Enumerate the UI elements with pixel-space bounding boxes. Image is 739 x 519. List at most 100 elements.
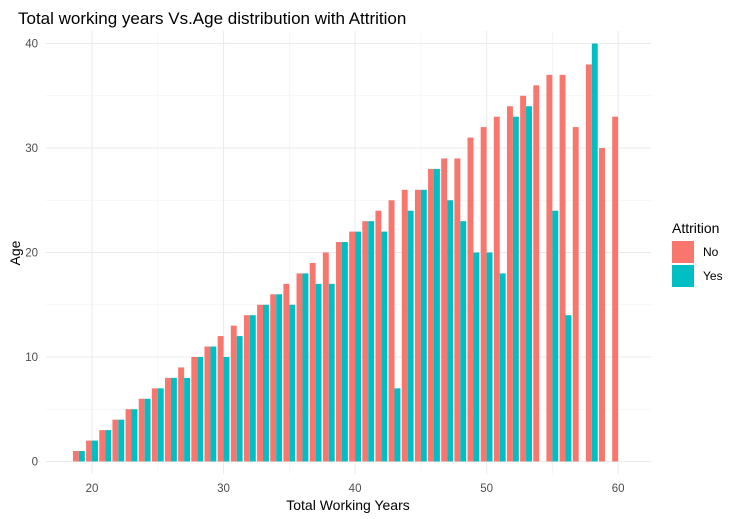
legend-label-yes: Yes (703, 269, 723, 283)
bar-yes (276, 294, 283, 462)
bar-yes (263, 304, 269, 462)
legend-key-yes (672, 265, 694, 287)
y-axis-ticks: 0 10 20 30 40 (25, 39, 38, 469)
bar-no (270, 294, 277, 462)
bar-yes (433, 168, 440, 462)
bar-yes (565, 315, 572, 462)
chart-title: Total working years Vs.Age distribution … (18, 9, 406, 28)
x-tick-label: 60 (612, 483, 625, 495)
bar-no (599, 148, 605, 462)
bar-yes (170, 377, 177, 462)
bar-yes (302, 273, 309, 462)
bar-yes (499, 273, 506, 462)
bar-yes (407, 210, 414, 462)
bar-yes (526, 106, 532, 462)
bar-yes (131, 409, 138, 462)
bar-no (191, 356, 198, 462)
bar-no (612, 116, 619, 462)
bar-yes (315, 283, 322, 462)
bar-no (178, 367, 185, 462)
bar-no (243, 315, 250, 462)
y-tick-label: 0 (32, 456, 38, 468)
bar-no (125, 409, 132, 462)
bar-no (296, 273, 303, 462)
bar-yes (223, 356, 230, 462)
bar-no (336, 242, 342, 462)
bar-no (441, 158, 448, 462)
bar-no (546, 74, 553, 462)
bar-yes (394, 388, 401, 462)
bar-yes (118, 419, 125, 462)
bar-yes (197, 356, 204, 462)
bar-no (151, 388, 158, 462)
bars (72, 43, 619, 462)
x-axis-ticks: 20 30 40 50 60 (86, 483, 625, 495)
y-tick-label: 40 (25, 39, 38, 51)
bar-no (520, 95, 527, 462)
x-tick-label: 40 (349, 483, 362, 495)
bar-yes (552, 210, 559, 462)
bar-no (572, 127, 579, 462)
bar-yes (486, 252, 493, 462)
bar-yes (420, 189, 427, 462)
bar-no (257, 304, 264, 462)
bar-no (230, 325, 237, 462)
bar-no (493, 116, 500, 462)
bar-yes (144, 398, 151, 462)
bar-no (454, 158, 461, 462)
legend-label-no: No (703, 245, 719, 259)
y-tick-label: 10 (25, 352, 38, 364)
bar-no (401, 189, 408, 462)
bar-no (480, 127, 487, 462)
bar-yes (184, 377, 191, 462)
bar-yes (473, 252, 480, 462)
legend-title: Attrition (672, 220, 719, 236)
bar-no (165, 377, 171, 462)
bar-no (112, 419, 119, 462)
bar-no (585, 64, 592, 462)
bar-no (533, 85, 540, 462)
x-tick-label: 30 (217, 483, 230, 495)
legend-key-no (672, 241, 694, 263)
bar-yes (289, 304, 296, 462)
bar-yes (381, 231, 388, 462)
bar-yes (512, 116, 519, 462)
bar-no (506, 106, 513, 462)
bar-yes (447, 200, 454, 462)
y-axis-label: Age (7, 240, 23, 265)
bar-yes (210, 346, 217, 462)
bar-no (414, 189, 421, 462)
bar-yes (249, 315, 256, 462)
x-axis-label: Total Working Years (286, 497, 409, 513)
bar-no (217, 336, 224, 462)
x-tick-label: 50 (480, 483, 493, 495)
bar-no (283, 283, 290, 462)
bar-yes (157, 388, 164, 462)
bar-yes (78, 451, 85, 462)
y-tick-label: 20 (25, 248, 38, 260)
bar-yes (460, 221, 467, 462)
bar-yes (328, 283, 335, 462)
bar-no (99, 430, 106, 462)
x-tick-label: 20 (86, 483, 99, 495)
legend: Attrition No Yes (672, 220, 723, 287)
bar-no (428, 168, 434, 462)
bar-no (72, 451, 79, 462)
bar-no (138, 398, 145, 462)
bar-no (322, 252, 329, 462)
bar-yes (105, 430, 112, 462)
bar-no (467, 137, 474, 462)
bar-no (388, 200, 395, 462)
bar-yes (368, 221, 375, 462)
bar-no (362, 221, 369, 462)
bar-no (204, 346, 211, 462)
bar-no (86, 440, 93, 462)
bar-no (375, 210, 382, 462)
bar-no (559, 74, 566, 462)
bar-yes (355, 231, 361, 462)
bar-yes (341, 242, 348, 462)
y-tick-label: 30 (25, 143, 38, 155)
bar-no (309, 262, 316, 462)
bar-yes (92, 440, 98, 462)
